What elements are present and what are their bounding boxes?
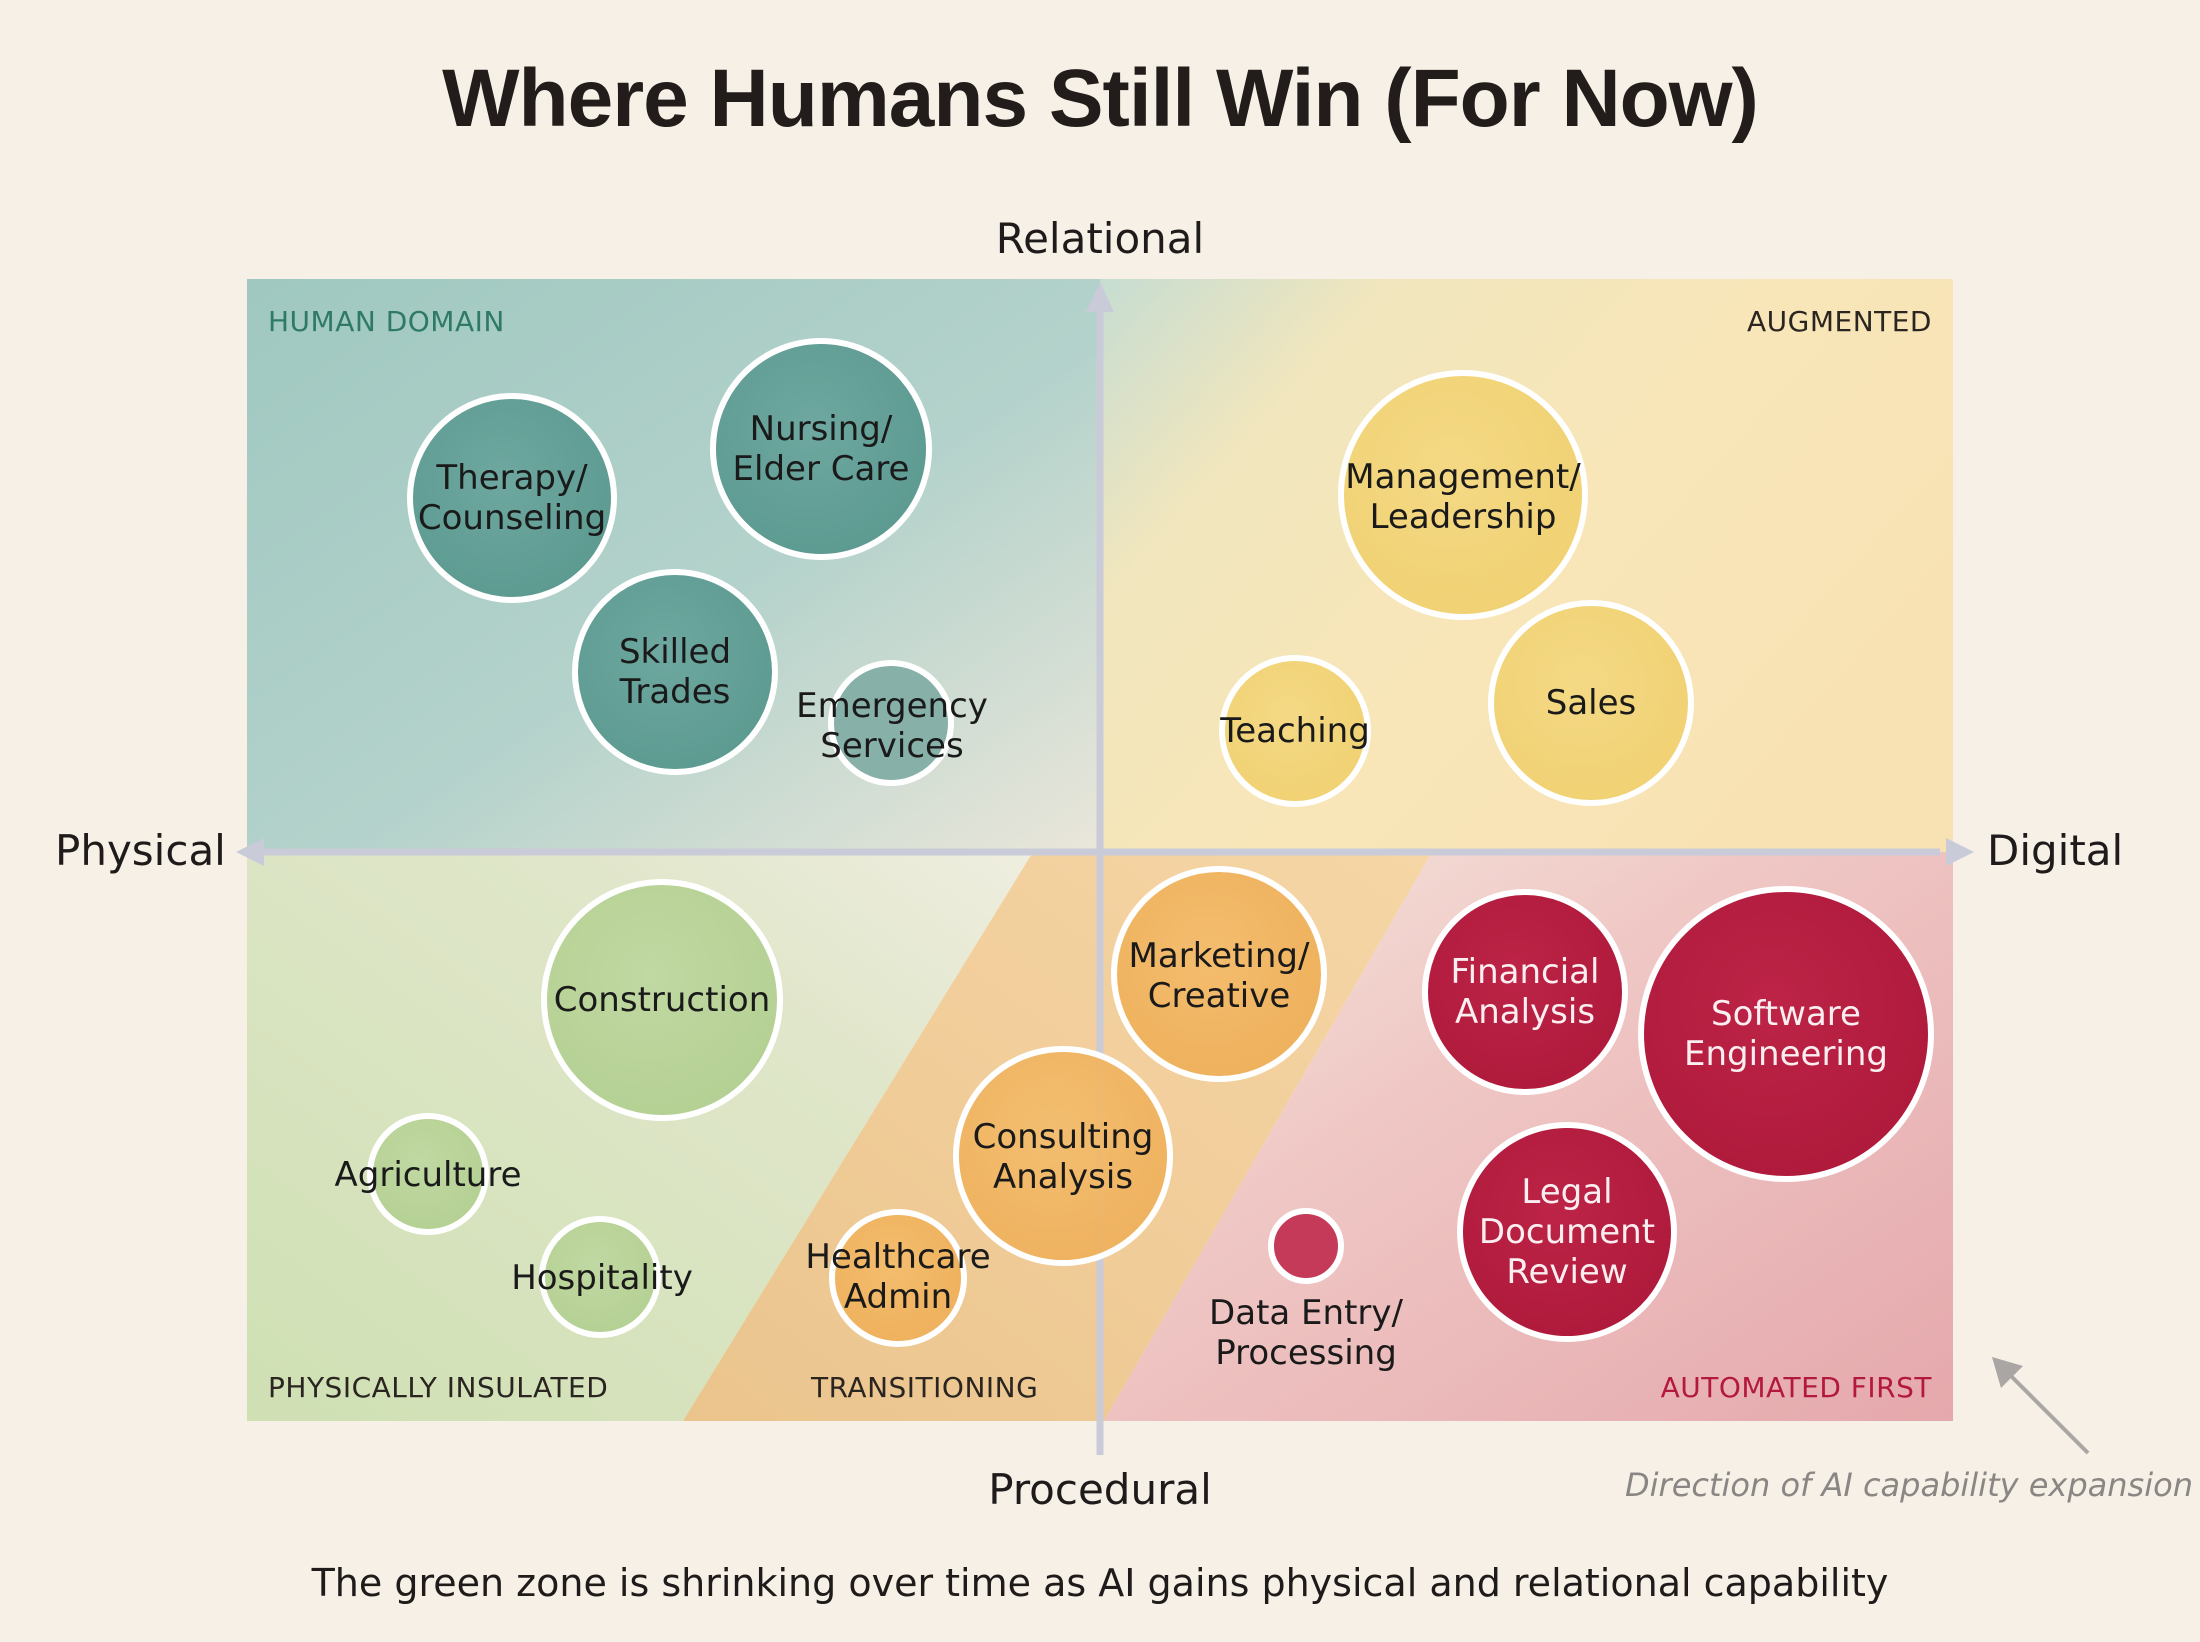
quadrant-label-automated-first: AUTOMATED FIRST (1660, 1371, 1932, 1404)
bubble-hospitality (539, 1216, 661, 1338)
axis-label-procedural: Procedural (988, 1465, 1212, 1514)
direction-annotation: Direction of AI capability expansion (1625, 1466, 2193, 1504)
zone-physically-insulated (247, 852, 1033, 1421)
bubble-skilled-trades (572, 569, 778, 775)
bubble-label: Healthcare Admin (805, 1237, 991, 1317)
bubble-label: Financial Analysis (1450, 952, 1600, 1032)
bubble-data-entry-processing (1268, 1208, 1344, 1284)
bubble-financial-analysis (1422, 889, 1628, 1095)
bubble-management-leadership (1338, 370, 1588, 620)
bubble-label: Marketing/ Creative (1128, 936, 1310, 1016)
direction-arrow-icon (1992, 1357, 2090, 1455)
bubble-sales (1488, 600, 1694, 806)
bubble-label: Legal Document Review (1478, 1172, 1656, 1292)
bubble-label: Agriculture (334, 1155, 522, 1195)
bubble-software-engineering (1638, 886, 1934, 1182)
bubble-label: Construction (553, 980, 771, 1020)
quadrant-label-physically-insulated: PHYSICALLY INSULATED (268, 1371, 609, 1404)
bubble-teaching (1219, 655, 1371, 807)
bubble-marketing-creative (1111, 866, 1327, 1082)
arrow-right-icon (1946, 838, 1974, 866)
bubble-label: Management/ Leadership (1345, 457, 1581, 537)
bubble-label: Nursing/ Elder Care (732, 409, 910, 489)
bubble-consulting-analysis (953, 1046, 1173, 1266)
bubble-construction (541, 879, 783, 1121)
bubble-nursing-elder-care (710, 338, 932, 560)
axis-label-physical: Physical (55, 826, 226, 875)
quadrant-label-transitioning: TRANSITIONING (811, 1371, 1039, 1404)
chart-title: Where Humans Still Win (For Now) (442, 53, 1759, 144)
axis-label-digital: Digital (1987, 826, 2124, 875)
arrow-left-icon (236, 838, 264, 866)
axis-label-relational: Relational (995, 214, 1205, 263)
axes (236, 282, 1974, 1455)
bubble-legal-document-review (1457, 1122, 1677, 1342)
quadrant-label-human-domain: HUMAN DOMAIN (268, 305, 505, 338)
bubbles (367, 338, 1934, 1347)
bubble-label: Consulting Analysis (972, 1117, 1154, 1197)
bubble-label: Data Entry/ Processing (1209, 1293, 1403, 1373)
bubble-label: Teaching (1220, 711, 1370, 751)
bubble-label: Skilled Trades (618, 632, 732, 712)
bubble-label: Therapy/ Counseling (417, 458, 607, 538)
bubble-agriculture (367, 1113, 489, 1235)
quadrant-label-augmented: AUGMENTED (1747, 305, 1932, 338)
bubble-label: Hospitality (511, 1258, 693, 1298)
bubble-label: Emergency Services (796, 686, 988, 766)
bubble-healthcare-admin (829, 1209, 967, 1347)
bubble-label: Sales (1545, 683, 1637, 723)
bubble-label: Software Engineering (1684, 994, 1888, 1074)
bubble-therapy-counseling (407, 393, 617, 603)
bottom-caption: The green zone is shrinking over time as… (311, 1561, 1889, 1605)
arrow-up-icon (1086, 282, 1114, 312)
bubble-emergency-services (828, 660, 954, 786)
